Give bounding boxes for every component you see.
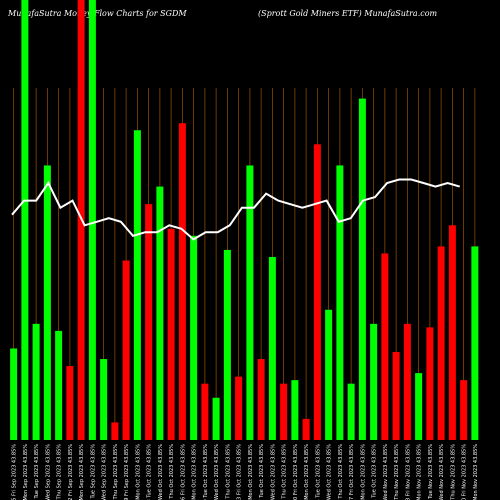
x-tick-label: 20 Wed Sep 2023 43.85% [45, 444, 51, 500]
x-tick-label: 05 Thu Oct 2023 43.85% [169, 444, 175, 500]
x-tick-label: 07 Tue Nov 2023 43.85% [428, 444, 434, 500]
x-tick-label: 18 Mon Sep 2023 43.85% [23, 444, 29, 500]
x-tick-label: 18 Wed Oct 2023 43.85% [270, 444, 276, 500]
x-tick-label: 20 Fri Oct 2023 43.85% [293, 444, 299, 500]
money-flow-bar [370, 323, 378, 440]
money-flow-bar [347, 383, 355, 440]
x-tick-label: 12 Thu Oct 2023 43.85% [225, 444, 231, 500]
money-flow-bar [313, 144, 321, 440]
x-tick-label: 02 Mon Oct 2023 43.85% [135, 444, 141, 500]
money-flow-bar [381, 253, 389, 440]
x-tick-label: 03 Fri Nov 2023 43.85% [405, 444, 411, 500]
money-flow-bar [178, 123, 186, 440]
x-tick-label: 27 Fri Oct 2023 43.85% [349, 444, 355, 500]
money-flow-bar [66, 366, 74, 440]
x-tick-label: 19 Thu Oct 2023 43.85% [282, 444, 288, 500]
money-flow-bar [403, 323, 411, 440]
x-tick-label: 04 Wed Oct 2023 43.85% [158, 444, 164, 500]
money-flow-bar [448, 225, 456, 440]
money-flow-bar [201, 383, 209, 440]
x-tick-label: 25 Mon Sep 2023 43.85% [79, 444, 85, 500]
money-flow-bar [10, 348, 18, 440]
money-flow-bar [336, 165, 344, 440]
x-tick-label: 09 Thu Nov 2023 43.85% [450, 444, 456, 500]
x-tick-label: 28 Thu Sep 2023 43.85% [113, 444, 119, 500]
x-tick-label: 19 Tue Sep 2023 43.85% [34, 444, 40, 500]
chart-title-left: MunafaSutra Money Flow Charts for SGDM [8, 9, 187, 18]
x-tick-label: 01 Wed Nov 2023 43.85% [383, 444, 389, 500]
money-flow-bar [122, 260, 130, 440]
x-tick-label: 17 Tue Oct 2023 43.85% [259, 444, 265, 500]
x-tick-label: 03 Tue Oct 2023 43.85% [147, 444, 153, 500]
money-flow-bar [235, 376, 243, 440]
money-flow-bar [325, 309, 333, 440]
money-flow-bar [223, 249, 231, 440]
money-flow-bar [190, 235, 198, 440]
price-line [11, 178, 460, 241]
money-flow-bar [21, 0, 29, 440]
money-flow-bar [133, 130, 141, 441]
x-tick-label: 10 Tue Oct 2023 43.85% [203, 444, 209, 500]
x-tick-label: 26 Thu Oct 2023 43.85% [338, 444, 344, 500]
x-tick-label: 29 Fri Sep 2023 43.85% [124, 444, 130, 500]
money-flow-bar [43, 165, 51, 440]
money-flow-bar [55, 330, 63, 440]
x-tick-label: 22 Fri Sep 2023 43.85% [68, 444, 74, 500]
x-tick-label: 23 Mon Oct 2023 43.85% [304, 444, 310, 500]
x-tick-label: 06 Mon Nov 2023 43.85% [417, 444, 423, 500]
money-flow-bar [212, 397, 220, 440]
x-tick-label: 24 Tue Oct 2023 43.85% [315, 444, 321, 500]
x-tick-label: 21 Thu Sep 2023 43.85% [57, 444, 63, 500]
money-flow-bar [100, 359, 108, 440]
money-flow-bar [257, 359, 265, 440]
money-flow-bar [392, 352, 400, 440]
x-tick-label: 30 Mon Oct 2023 43.85% [360, 444, 366, 500]
x-tick-label: 26 Tue Sep 2023 43.85% [90, 444, 96, 500]
money-flow-bar [156, 186, 164, 440]
money-flow-bar [88, 0, 96, 440]
x-tick-label: 10 Fri Nov 2023 43.85% [462, 444, 468, 500]
x-tick-label: 25 Wed Oct 2023 43.85% [327, 444, 333, 500]
money-flow-bar [280, 383, 288, 440]
x-tick-label: 06 Fri Oct 2023 43.85% [180, 444, 186, 500]
money-flow-bar [268, 256, 276, 440]
money-flow-bar [246, 165, 254, 440]
x-tick-label: 15 Fri Sep 2023 43.85% [12, 444, 18, 500]
x-tick-label: 16 Mon Oct 2023 43.85% [248, 444, 254, 500]
x-tick-label: 08 Wed Nov 2023 43.85% [439, 444, 445, 500]
x-tick-label: 31 Tue Oct 2023 43.85% [372, 444, 378, 500]
money-flow-bar [32, 323, 40, 440]
money-flow-bar [426, 327, 434, 440]
money-flow-bar [145, 204, 153, 440]
x-tick-label: 11 Wed Oct 2023 43.85% [214, 444, 220, 500]
x-tick-label: 13 Fri Oct 2023 43.85% [237, 444, 243, 500]
money-flow-bar [437, 246, 445, 440]
money-flow-bar [358, 98, 366, 440]
x-tick-label: 13 Mon Nov 2023 43.85% [473, 444, 479, 500]
x-tick-label: 02 Thu Nov 2023 43.85% [394, 444, 400, 500]
money-flow-bar [471, 246, 479, 440]
money-flow-bar [415, 373, 423, 440]
money-flow-bar [302, 418, 310, 440]
money-flow-bar [167, 228, 175, 440]
money-flow-bar [111, 422, 119, 440]
money-flow-bar [291, 380, 299, 440]
x-tick-label: 27 Wed Sep 2023 43.85% [102, 444, 108, 500]
x-tick-label: 09 Mon Oct 2023 43.85% [192, 444, 198, 500]
chart-title-right: (Sprott Gold Miners ETF) MunafaSutra.com [258, 9, 438, 18]
money-flow-bar [460, 380, 468, 440]
